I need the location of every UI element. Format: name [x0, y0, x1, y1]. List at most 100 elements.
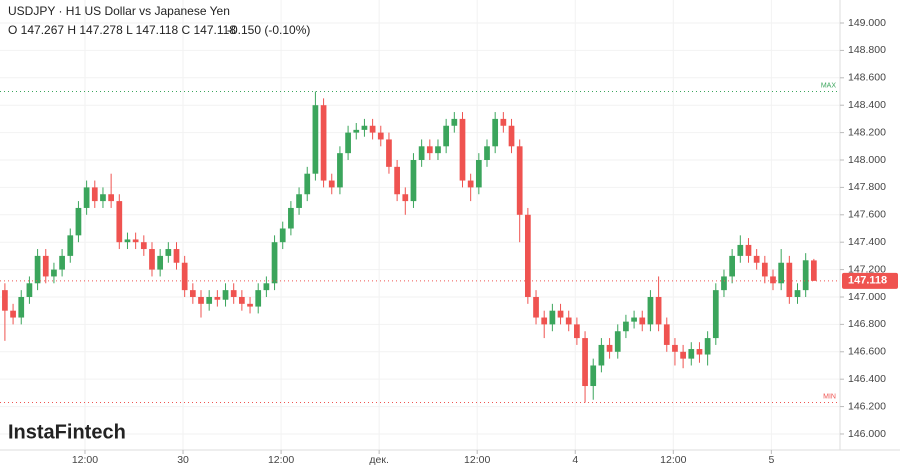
y-tick-label: 146.000	[848, 428, 886, 440]
x-tick-label: дек.	[369, 454, 388, 466]
y-tick-label: 148.800	[848, 44, 886, 56]
candle-body	[712, 290, 719, 339]
candle-body	[770, 276, 776, 284]
candle-body	[516, 146, 523, 215]
candle-body	[320, 105, 327, 181]
watermark: InstaFintech	[8, 421, 126, 443]
candle-body	[279, 228, 286, 243]
candle-body	[778, 262, 785, 284]
candle-body	[753, 255, 760, 263]
grid	[0, 0, 840, 450]
candle-body	[181, 262, 188, 291]
candle-body	[410, 160, 417, 202]
candle-body	[239, 296, 245, 304]
y-tick-label: 146.800	[848, 318, 886, 330]
candle-body	[67, 235, 74, 256]
candle-body	[214, 296, 221, 300]
ohlc-text: O 147.267 H 147.278 L 147.118 C 147.118	[8, 23, 236, 37]
candle-body	[18, 296, 25, 318]
candle-body	[623, 321, 629, 332]
candle-body	[361, 125, 368, 130]
y-tick-label: 148.200	[848, 126, 886, 138]
y-tick-label: 147.600	[848, 209, 886, 221]
candle-body	[247, 303, 253, 307]
candle-body	[696, 349, 703, 355]
candle-body	[59, 255, 65, 270]
candle-body	[655, 296, 662, 325]
candle-body	[91, 187, 98, 202]
y-tick-label: 147.200	[848, 263, 886, 275]
x-tick-label: 12:00	[660, 454, 686, 466]
candle-body	[574, 324, 580, 339]
candle-body	[369, 125, 376, 133]
candle-body	[688, 349, 695, 359]
candle-body	[459, 118, 466, 181]
y-tick-label: 148.000	[848, 154, 886, 166]
candle-body	[647, 296, 654, 325]
candle-body	[582, 338, 588, 387]
candle-body	[761, 262, 768, 277]
candle-body	[443, 125, 450, 147]
candle-body	[525, 214, 531, 297]
x-tick-label: 30	[177, 454, 189, 466]
candle-body	[484, 146, 490, 160]
candle-body	[255, 290, 262, 307]
candle-body	[173, 249, 180, 263]
candle-body	[271, 242, 278, 284]
y-tick-label: 147.000	[848, 291, 886, 303]
candle-body	[606, 344, 613, 352]
candle-body	[198, 296, 204, 304]
candle-body	[149, 249, 155, 270]
candle-body	[100, 194, 106, 202]
candle-body	[500, 118, 507, 126]
candle-body	[508, 125, 515, 147]
candle-body	[2, 290, 8, 311]
candle-body	[794, 290, 801, 297]
candle-body	[288, 207, 294, 229]
candle-body	[124, 239, 131, 243]
y-tick-label: 146.600	[848, 346, 886, 358]
y-tick-label: 149.000	[848, 17, 886, 29]
y-tick-label: 147.400	[848, 236, 886, 248]
candle-body	[394, 166, 400, 195]
y-tick-label: 148.400	[848, 99, 886, 111]
candle-body	[704, 338, 711, 355]
plot-area	[0, 91, 840, 403]
candle-body	[132, 239, 139, 243]
candle-body	[614, 331, 621, 352]
y-tick-label: 148.600	[848, 72, 886, 84]
candle-body	[222, 290, 229, 300]
candle-body	[786, 262, 793, 297]
candle-body	[426, 146, 433, 154]
candle-body	[34, 255, 41, 284]
candle-body	[337, 153, 343, 188]
candle-body	[533, 296, 539, 318]
candle-body	[51, 269, 57, 277]
candle-body	[108, 194, 114, 202]
candle-body	[402, 194, 409, 202]
candle-body	[663, 324, 670, 345]
y-tick-label: 146.200	[848, 400, 886, 412]
candle-body	[377, 132, 384, 140]
candle-body	[680, 351, 686, 359]
candle-body	[140, 242, 147, 250]
candle-body	[263, 283, 270, 291]
candle-body	[296, 194, 302, 208]
y-tick-label: 146.400	[848, 373, 886, 385]
candle-body	[557, 310, 564, 318]
candle-body	[42, 255, 49, 277]
candle-body	[721, 276, 727, 291]
chart-title: USDJPY · H1 US Dollar vs Japanese Yen	[8, 4, 230, 18]
candle-body	[492, 118, 499, 147]
candle-body	[549, 310, 556, 325]
candle-body	[157, 255, 164, 270]
candle-body	[435, 146, 441, 154]
candle-body	[467, 180, 474, 188]
candle-body	[345, 132, 351, 154]
candle-body	[10, 310, 16, 318]
candle-body	[26, 283, 33, 297]
candle-body	[304, 173, 311, 195]
candle-body	[116, 201, 123, 243]
